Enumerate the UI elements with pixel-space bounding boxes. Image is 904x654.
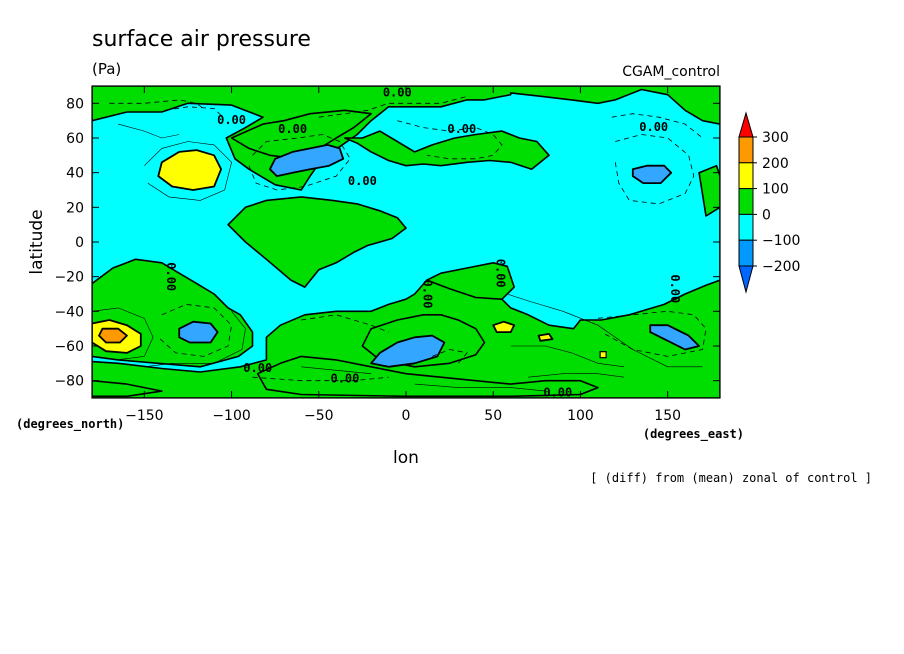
dashed-contour-11 [252, 376, 389, 382]
colorbar-level-label-4: −100 [762, 233, 800, 249]
colorbar-level-label-3: 0 [762, 207, 771, 223]
dashed-contour-4 [611, 113, 703, 139]
contour-label-8: 0.00 [543, 385, 572, 399]
y-tick-label-6: −40 [54, 304, 84, 320]
region-positive-4 [227, 196, 407, 288]
contour-label-1: 0.00 [217, 113, 246, 127]
y-unit-label: (degrees_north) [16, 417, 124, 432]
dashed-contour-10 [432, 349, 468, 364]
colorbar-band-2 [738, 188, 754, 215]
thin-contour-7 [414, 383, 546, 392]
dashed-contour-5 [614, 134, 695, 205]
colorbar-band-3 [738, 213, 754, 241]
y-tick-label-7: −60 [54, 339, 84, 355]
contour-label-6: 0.00 [243, 361, 272, 375]
x-unit-label: (degrees_east) [643, 427, 744, 442]
dashed-contour-7 [158, 303, 233, 357]
region-positive-5 [344, 130, 550, 170]
small-contour-mark-0 [599, 351, 607, 359]
region-positive-9 [256, 355, 599, 398]
region-low-20 [649, 324, 700, 351]
chart-title: surface air pressure [92, 27, 311, 52]
dashed-contour-8 [301, 314, 389, 333]
x-axis-title: lon [393, 448, 419, 468]
region-low-17 [178, 320, 219, 344]
colorbar-level-label-2: 100 [762, 182, 789, 198]
thin-contour-5 [510, 345, 625, 368]
colorbar-level-label-0: 300 [762, 130, 789, 146]
x-tick-label-6: 150 [654, 408, 681, 424]
y-tick-label-3: 20 [66, 200, 84, 216]
x-tick-label-5: 100 [567, 408, 594, 424]
filled-contours [92, 86, 720, 398]
x-tick-label-1: −100 [212, 408, 250, 424]
contour-label-2: 0.00 [278, 122, 307, 136]
region-high-11 [157, 149, 223, 191]
thin-contour-4 [507, 293, 703, 368]
x-tick-label-4: 50 [484, 408, 502, 424]
colorbar-band-1 [738, 162, 754, 190]
region-positive-7 [426, 261, 516, 301]
contour-label-vertical-3: 0.00 [668, 274, 682, 303]
y-axis-title: latitude [27, 209, 47, 274]
region-negative-1 [92, 88, 720, 373]
y-tick-label-0: 80 [66, 96, 84, 112]
region-high-14 [492, 320, 516, 334]
dashed-contour-9 [597, 310, 707, 357]
colorbar-band-4 [738, 239, 754, 267]
region-low-18 [370, 334, 446, 368]
colorbar-band-0 [738, 136, 754, 164]
diff-note: [ (diff) from (mean) zonal of control ] [590, 471, 872, 485]
contour-label-7: 0.00 [330, 371, 359, 385]
thin-contour-6 [301, 366, 372, 374]
y-tick-label-8: −80 [54, 374, 84, 390]
colorbar-level-label-5: −200 [762, 259, 800, 275]
thin-contour-2 [92, 307, 154, 361]
dataset-label: CGAM_control [622, 64, 720, 80]
contour-label-3: 0.00 [447, 122, 476, 136]
x-tick-label-2: −50 [304, 408, 334, 424]
thin-contour-8 [528, 373, 625, 378]
minor-contour-lines [92, 123, 703, 392]
negative-contour-lines [109, 96, 707, 382]
region-low-19 [631, 164, 673, 185]
y-tick-label-5: −20 [54, 270, 84, 286]
thin-contour-1 [144, 141, 232, 201]
x-tick-label-3: 0 [402, 408, 411, 424]
x-tick-label-0: −150 [125, 408, 163, 424]
y-tick-label-1: 60 [66, 131, 84, 147]
contour-label-vertical-2: 0.00 [494, 259, 508, 288]
region-positive-3 [230, 109, 372, 160]
dashed-contour-3 [397, 120, 503, 160]
colorbar-over-triangle [738, 111, 754, 138]
x-axis: −150 −100 −50 0 50 100 150 [125, 86, 681, 424]
thin-contour-0 [118, 123, 180, 139]
region-positive-8 [698, 164, 720, 217]
dashed-contour-0 [109, 99, 206, 111]
dashed-contour-6 [248, 134, 351, 191]
y-tick-label-4: 0 [75, 235, 84, 251]
contour-label-5: 0.00 [348, 174, 377, 188]
y-axis: 80 60 40 20 0 −20 −40 −60 −80 [54, 96, 720, 390]
contour-label-0: 0.00 [383, 85, 412, 99]
contour-label-4: 0.00 [639, 120, 668, 134]
thin-contour-3 [144, 311, 246, 368]
colorbar-level-label-1: 200 [762, 156, 789, 172]
region-low-16 [268, 143, 345, 178]
contour-map: 0.00 0.00 0.00 0.00 0.00 0.00 0.00 0.00 0.00 0.00… [92, 85, 720, 399]
region-higher-13 [98, 327, 128, 344]
contour-label-vertical-0: 0.00 [164, 262, 178, 291]
colorbar: 300 200 100 0 −100 −200 [738, 111, 800, 294]
region-high-15 [537, 332, 554, 342]
contour-label-vertical-1: 0.00 [420, 280, 434, 309]
dashed-contour-1 [165, 106, 224, 118]
chart-units: (Pa) [92, 60, 121, 78]
contour-labels: 0.00 0.00 0.00 0.00 0.00 0.00 0.00 0.00 0.00 0.00… [164, 85, 682, 399]
y-tick-label-2: 40 [66, 166, 84, 182]
colorbar-under-triangle [738, 265, 754, 294]
